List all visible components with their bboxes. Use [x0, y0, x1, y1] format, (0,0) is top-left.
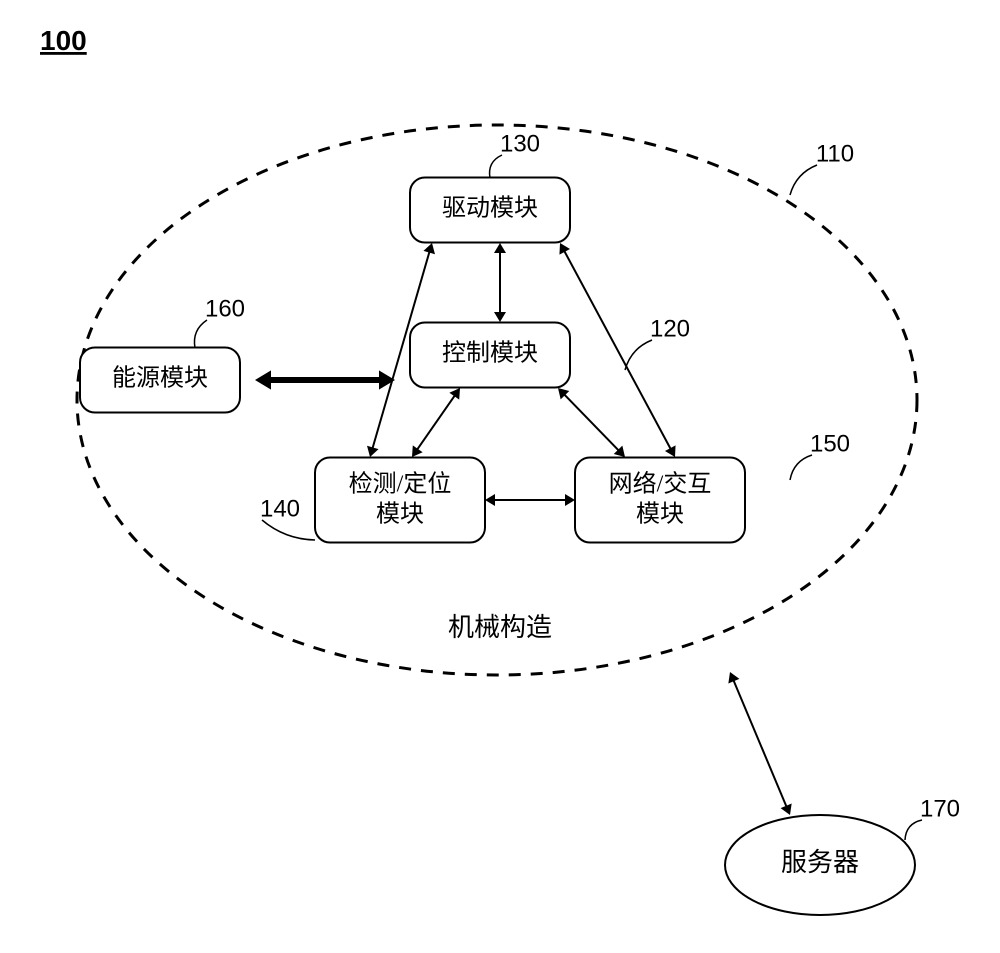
network-module-label-1: 网络/交互 — [609, 471, 712, 498]
ref-150-leader — [790, 455, 812, 480]
arrow-boundary-server — [732, 678, 787, 810]
ref-140-leader — [262, 520, 315, 540]
ref-160-leader — [194, 320, 207, 348]
figure-reference: 100 — [40, 25, 87, 56]
ref-110-num: 110 — [816, 140, 854, 167]
ref-150-num: 150 — [810, 430, 850, 457]
ref-130-leader — [490, 155, 502, 178]
detect-module-box — [315, 458, 485, 543]
energy-module-label: 能源模块 — [112, 365, 208, 392]
arrow-control-detect-head — [412, 445, 423, 457]
arrow-drive-control-head — [494, 312, 506, 322]
arrow-drive-network — [563, 248, 672, 451]
arrow-energy-control-head — [255, 370, 271, 389]
arrow-drive-detect-head — [423, 243, 435, 254]
arrow-drive-control-head — [494, 243, 506, 253]
ref-170-leader — [905, 820, 922, 840]
drive-module-label: 驱动模块 — [442, 195, 538, 222]
ref-140-num: 140 — [260, 495, 300, 522]
arrow-control-network — [562, 392, 621, 452]
detect-module-label-2: 模块 — [376, 501, 424, 528]
detect-module-label-1: 检测/定位 — [349, 471, 452, 498]
ref-130-num: 130 — [500, 130, 540, 157]
diagram-canvas: 机械构造 驱动模块控制模块检测/定位模块 网络/交互模块 能源模块服务器 110 120… — [0, 0, 1000, 953]
ref-120-leader — [625, 340, 652, 370]
arrow-control-detect — [415, 393, 456, 452]
ref-160-num: 160 — [205, 295, 245, 322]
control-module-label: 控制模块 — [442, 340, 538, 367]
arrow-detect-network-head — [565, 494, 575, 506]
ref-120-num: 120 — [650, 315, 690, 342]
server-label: 服务器 — [781, 848, 859, 877]
network-module-box — [575, 458, 745, 543]
arrow-detect-network-head — [485, 494, 495, 506]
boundary-label: 机械构造 — [448, 613, 552, 642]
network-module-label-2: 模块 — [636, 501, 684, 528]
arrow-drive-detect-head — [367, 446, 379, 457]
ref-170-num: 170 — [920, 795, 960, 822]
ref-110-leader — [790, 165, 817, 195]
arrow-control-detect-head — [449, 388, 460, 400]
